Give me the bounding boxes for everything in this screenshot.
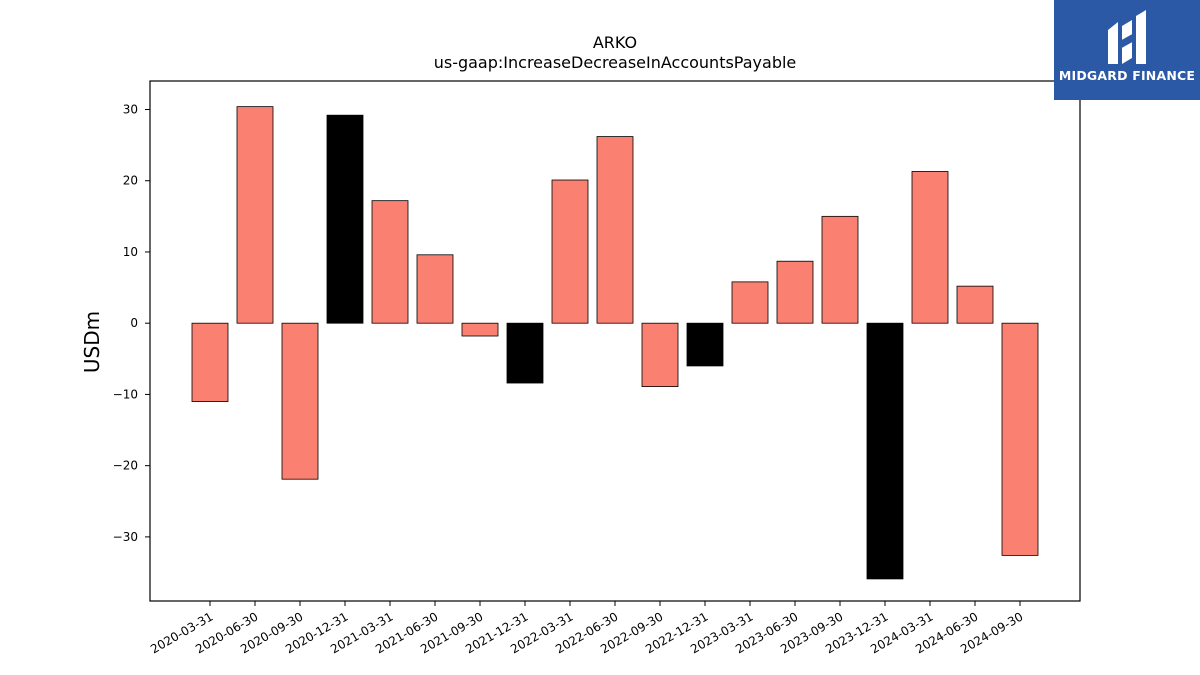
- bar-2022-06-30: [596, 136, 634, 324]
- bar-2021-03-31: [371, 200, 409, 324]
- x-axis: 2020-03-312020-06-302020-09-302020-12-31…: [148, 601, 1026, 656]
- bar-2024-03-31: [911, 171, 949, 324]
- bar-2023-03-31: [731, 281, 769, 324]
- bar-2024-09-30: [1001, 322, 1039, 556]
- bar-2021-06-30: [416, 254, 454, 324]
- chart-title: ARKO: [593, 33, 637, 52]
- y-tick-label: 10: [123, 245, 138, 259]
- y-tick-label: 20: [123, 174, 138, 188]
- plot-frame: [149, 80, 1081, 602]
- y-tick-label: −10: [113, 387, 138, 401]
- y-axis: −30 −20 −10 0 10 20 30: [113, 102, 150, 544]
- bar-2023-09-30: [821, 215, 859, 324]
- logo-text: MIDGARD FINANCE: [1058, 68, 1196, 83]
- bar-2020-12-31: [326, 114, 364, 324]
- bar-2022-03-31: [551, 179, 589, 324]
- chart-subtitle: us-gaap:IncreaseDecreaseInAccountsPayabl…: [434, 53, 797, 72]
- logo-mark-icon: [1108, 10, 1146, 64]
- y-tick-label: −30: [113, 530, 138, 544]
- y-tick-label: −20: [113, 459, 138, 473]
- bar-2020-03-31: [191, 322, 229, 402]
- bar-2024-06-30: [956, 285, 994, 324]
- y-axis-label: USDm: [80, 311, 104, 373]
- bar-2021-09-30: [461, 322, 499, 337]
- bar-2021-12-31: [506, 322, 544, 384]
- y-tick-label: 30: [123, 102, 138, 116]
- bars-group: [191, 106, 1039, 580]
- bar-2023-06-30: [776, 260, 814, 324]
- bar-2020-06-30: [236, 106, 274, 324]
- y-tick-label: 0: [130, 316, 138, 330]
- bar-2020-09-30: [281, 322, 319, 480]
- bar-2023-12-31: [866, 322, 904, 580]
- bar-2022-09-30: [641, 322, 679, 387]
- midgard-finance-logo: MIDGARD FINANCE: [1054, 0, 1200, 100]
- bar-2022-12-31: [686, 322, 724, 367]
